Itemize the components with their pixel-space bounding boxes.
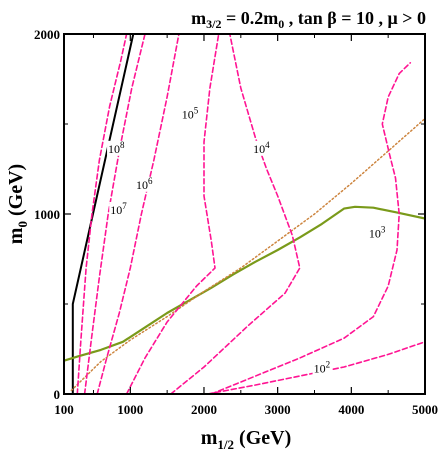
y-tick-label: 1000 — [34, 207, 60, 222]
series-line-contour-10e5-6 — [125, 34, 220, 394]
y-tick-label: 0 — [54, 387, 61, 402]
series-line-contour-10e8-3 — [76, 34, 128, 394]
x-tick-label: 3000 — [265, 402, 291, 417]
plot-lines — [64, 34, 425, 394]
x-tick-label: 5000 — [412, 402, 438, 417]
svg-text:105: 105 — [182, 106, 199, 122]
series-line-black-solid-0 — [71, 34, 135, 394]
series-line-contour-10e6-5 — [96, 34, 180, 394]
contour-label-10e6: 106 — [135, 176, 156, 192]
y-axis-label: m0 (GeV) — [5, 164, 30, 244]
svg-text:107: 107 — [110, 201, 127, 217]
contour-label-10e8: 108 — [107, 140, 128, 156]
x-axis-label: m1/2 (GeV) — [201, 427, 292, 452]
contour-label-10e4: 104 — [252, 140, 273, 156]
chart-titles: m3/2 = 0.2m0 , tan β = 10 , μ > 0 m1/2 (… — [5, 8, 426, 452]
series-line-contour-10e7-4 — [83, 34, 146, 394]
svg-text:104: 104 — [253, 140, 270, 156]
x-tick-label: 2000 — [191, 402, 217, 417]
chart-title: m3/2 = 0.2m0 , tan β = 10 , μ > 0 — [191, 8, 426, 31]
svg-text:106: 106 — [136, 176, 153, 192]
series-line-contour-10e4-7 — [170, 34, 301, 394]
x-tick-label: 4000 — [338, 402, 364, 417]
x-tick-label: 1000 — [117, 402, 143, 417]
contour-label-10e3: 103 — [367, 224, 388, 241]
series-line-green-solid-1 — [64, 205, 425, 362]
y-tick-label: 2000 — [34, 27, 60, 42]
series-line-orange-dotted-2 — [70, 117, 425, 392]
contour-labels: 108 107 106 105 104 103 102 — [107, 106, 388, 376]
svg-text:102: 102 — [314, 359, 331, 375]
series-line-contour-10e3-8 — [210, 62, 412, 394]
axis-ticks: 100 1000 2000 3000 4000 5000 0 1000 2000 — [34, 27, 438, 417]
svg-text:103: 103 — [369, 224, 386, 240]
contour-label-10e5: 105 — [180, 106, 201, 122]
x-tick-label: 100 — [54, 402, 74, 417]
contour-label-10e7: 107 — [109, 201, 130, 217]
svg-text:108: 108 — [108, 140, 125, 156]
contour-label-10e2: 102 — [312, 359, 333, 376]
